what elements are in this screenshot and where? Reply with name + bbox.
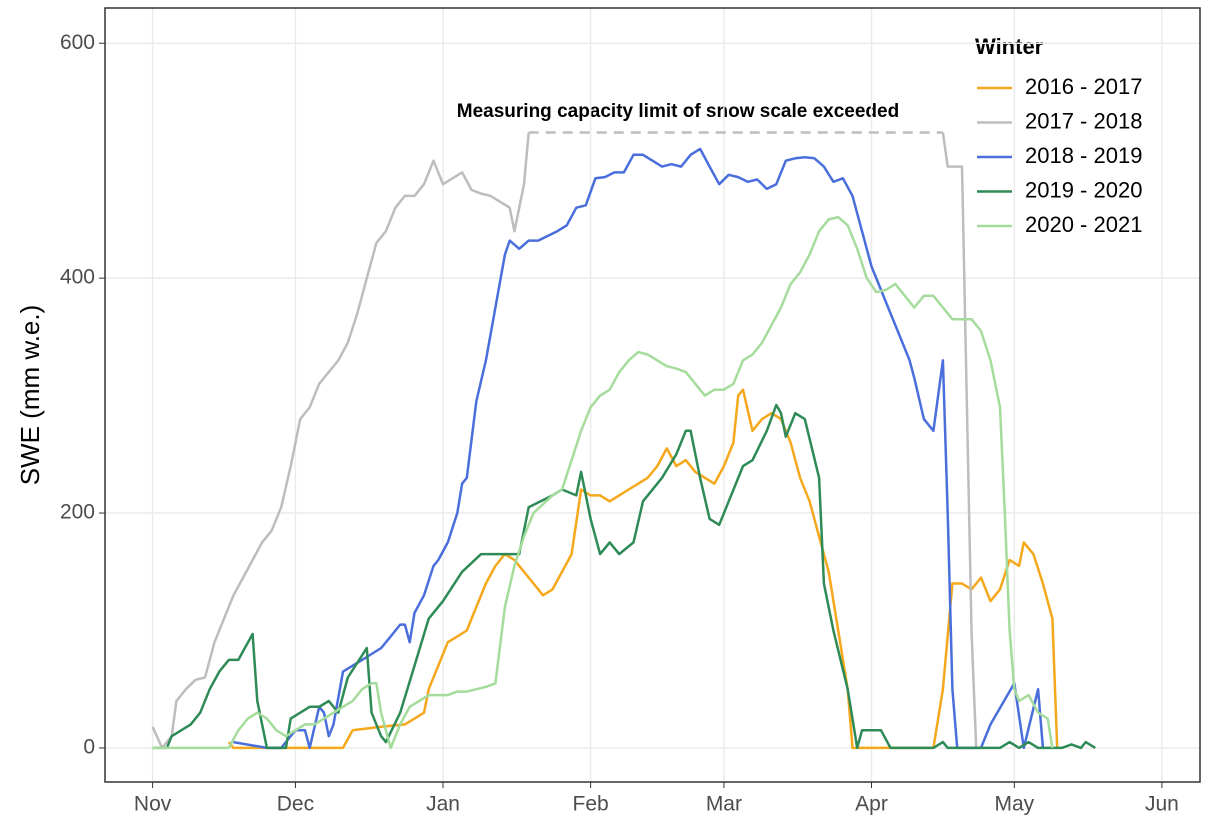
series-line: [152, 215, 1054, 750]
legend-label: 2016 - 2017: [1025, 74, 1142, 99]
series-line: [233, 147, 1045, 750]
annotation: Measuring capacity limit of snow scale e…: [457, 101, 899, 122]
y-tick-label: 600: [60, 31, 95, 54]
x-tick-label: Feb: [573, 793, 609, 816]
series-line: [227, 388, 1059, 750]
x-tick-label: Jun: [1145, 793, 1179, 816]
legend-label: 2018 - 2019: [1025, 143, 1142, 168]
x-tick-label: May: [994, 793, 1034, 816]
x-tick-label: Apr: [855, 793, 888, 816]
x-tick-label: Jan: [426, 793, 460, 816]
y-tick-label: 0: [83, 735, 95, 758]
y-tick-label: 200: [60, 501, 95, 524]
legend-label: 2019 - 2020: [1025, 177, 1142, 202]
series-line: [152, 403, 1096, 750]
x-tick-label: Dec: [277, 793, 314, 816]
x-tick-label: Mar: [706, 793, 742, 816]
series-line: [151, 132, 978, 750]
plot-frame: [104, 7, 1201, 783]
y-tick-label: 400: [60, 266, 95, 289]
legend-label: 2017 - 2018: [1025, 108, 1142, 133]
y-axis-label: SWE (mm w.e.): [15, 305, 45, 486]
legend-title: Winter: [975, 34, 1044, 59]
x-tick-label: Nov: [134, 793, 172, 816]
legend-label: 2020 - 2021: [1025, 212, 1142, 237]
